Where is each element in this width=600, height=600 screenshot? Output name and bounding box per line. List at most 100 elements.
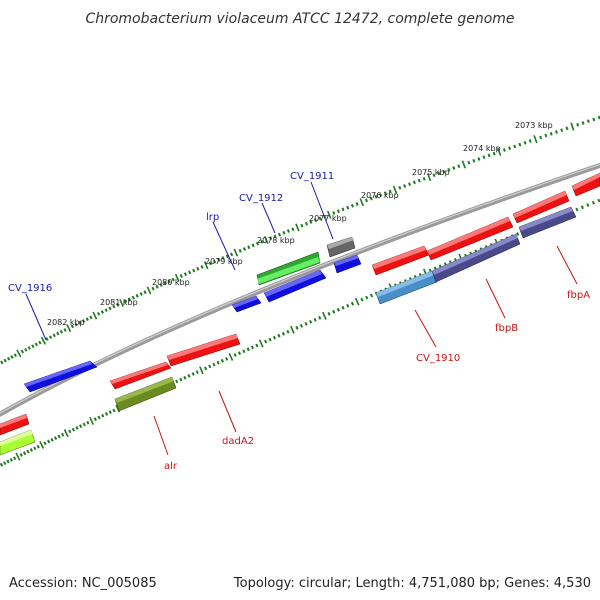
map-title: Chromobacterium violaceum ATCC 12472, co… (85, 11, 514, 27)
inner-ring-minor-tick (350, 301, 355, 306)
inner-ring-minor-tick (183, 375, 187, 380)
inner-ring-major-tick (228, 352, 234, 361)
label-fbpa: fbpA (567, 290, 590, 301)
outer-ring-minor-tick (179, 274, 183, 278)
outer-ring-minor-tick (112, 304, 116, 309)
inner-ring-minor-tick (332, 309, 336, 314)
leader-cv1910 (414, 309, 437, 348)
outer-ring-minor-tick (549, 131, 553, 136)
outer-ring-minor-tick (309, 220, 313, 224)
outer-ring-minor-tick (251, 243, 255, 248)
inner-ring-major-tick (258, 339, 264, 348)
gene-cv1916 (23, 360, 98, 393)
inner-ring-minor-tick (575, 207, 579, 212)
outer-ring-minor-tick (221, 256, 225, 260)
outer-ring-minor-tick (442, 169, 446, 174)
inner-ring-minor-tick (71, 427, 76, 432)
gene-lrp-shine (232, 296, 258, 308)
inner-ring-minor-tick (3, 461, 7, 466)
tick-labels: 2082 kbp 2081 kbp 2080 kbp 2079 kbp 2078… (47, 121, 553, 327)
outer-ring-minor-tick (78, 320, 82, 325)
outer-ring-minor-tick (24, 347, 28, 352)
gene-cv1912b-shine (264, 270, 322, 297)
leader-dada2 (218, 390, 237, 433)
outer-ring-minor-tick (143, 290, 147, 295)
inner-ring-minor-tick (216, 360, 220, 365)
outer-ring-minor-tick (196, 266, 200, 271)
reverse-strand-genes (0, 206, 577, 456)
outer-ring-minor-tick (38, 340, 42, 345)
inner-ring-minor-tick (112, 408, 116, 413)
outer-ring-minor-tick (97, 311, 101, 316)
inner-ring-minor-tick (286, 329, 290, 334)
outer-ring-minor-tick (45, 337, 49, 341)
outer-ring-major-tick (119, 299, 124, 307)
outer-ring-minor-tick (34, 342, 38, 347)
label-fbpb: fbpB (495, 323, 518, 334)
leader-fbpa (556, 245, 578, 285)
outer-ring-minor-tick (260, 239, 264, 244)
inner-ring-minor-tick (195, 370, 199, 375)
outer-ring-minor-tick (452, 166, 456, 170)
outer-ring-minor-tick (304, 221, 308, 226)
outer-ring-major-tick (570, 122, 575, 131)
outer-ring-major-tick (392, 185, 398, 194)
label-cv1916: CV_1916 (8, 283, 52, 294)
inner-ring-minor-tick (516, 232, 520, 236)
inner-ring-major-tick (39, 440, 45, 449)
inner-ring-major-tick (199, 366, 204, 375)
outer-ring-minor-tick (242, 247, 247, 251)
inner-ring-minor-tick (50, 437, 54, 442)
inner-ring-minor-tick (336, 307, 340, 312)
gene-cv1910-shine (376, 271, 434, 297)
outer-ring-minor-tick (482, 155, 486, 160)
outer-ring-minor-tick (31, 344, 35, 349)
inner-ring-minor-tick (318, 315, 322, 320)
gene-cv1916-shine (24, 361, 92, 387)
tick-label-2077: 2077 kbp (309, 214, 347, 223)
outer-ring-minor-tick (108, 306, 112, 311)
inner-ring-major-tick (89, 416, 95, 425)
outer-ring-minor-tick (123, 299, 128, 304)
outer-ring-major-tick (295, 223, 300, 232)
inner-ring-minor-tick (97, 415, 101, 420)
inner-ring-minor-tick (346, 303, 350, 308)
outer-ring-minor-tick (183, 272, 188, 277)
inner-ring-minor-tick (580, 205, 584, 210)
inner-ring-minor-tick (264, 339, 268, 344)
outer-ring-major-tick (174, 273, 180, 282)
outer-ring-minor-tick (422, 176, 426, 181)
top-gene-labels: CV_1916 lrp CV_1912 CV_1911 (8, 171, 334, 294)
outer-ring-minor-tick (487, 153, 491, 158)
outer-ring-minor-tick (398, 185, 402, 190)
inner-ring-minor-tick (75, 426, 79, 430)
tick-label-2082: 2082 kbp (47, 318, 85, 327)
outer-ring-minor-tick (27, 346, 31, 350)
outer-ring-minor-tick (403, 184, 407, 188)
outer-ring-minor-tick (300, 223, 304, 228)
outer-ring-major-tick (203, 261, 209, 270)
tick-label-2075: 2075 kbp (412, 168, 450, 177)
inner-ring-minor-tick (246, 347, 250, 352)
outer-ring-minor-tick (560, 128, 564, 133)
outer-ring-minor-tick (20, 349, 24, 354)
outer-ring-minor-tick (3, 358, 7, 363)
outer-ring-minor-tick (341, 207, 345, 212)
gene-cv1910-forward-shine (372, 246, 426, 269)
outer-ring-major-tick (92, 311, 98, 320)
outer-ring-major-tick (146, 286, 152, 295)
outer-ring-minor-tick (200, 265, 204, 269)
outer-ring-minor-tick (139, 292, 143, 296)
inner-ring-minor-tick (9, 457, 13, 462)
inner-ring-minor-tick (175, 379, 179, 384)
outer-ring-minor-tick (56, 331, 60, 336)
outer-ring-minor-tick (528, 139, 532, 143)
outer-ring-minor-tick (273, 234, 277, 239)
inner-ring-minor-tick (360, 297, 364, 302)
outer-ring-major-tick (66, 324, 72, 333)
inner-ring-minor-tick (82, 422, 86, 427)
outer-ring-minor-tick (135, 293, 139, 298)
outer-ring-minor-tick (432, 173, 436, 178)
inner-ring-minor-tick (187, 373, 191, 378)
inner-ring-minor-tick (225, 357, 229, 361)
